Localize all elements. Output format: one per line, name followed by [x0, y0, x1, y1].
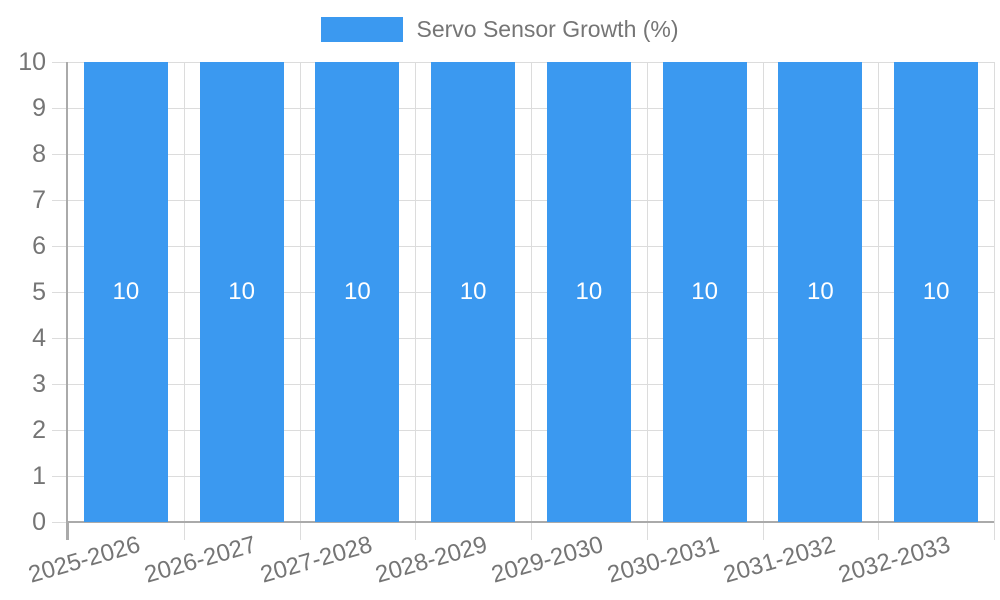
legend-swatch — [321, 17, 404, 42]
horizontal-gridline — [68, 153, 994, 155]
horizontal-gridline — [68, 245, 994, 247]
horizontal-gridline — [68, 199, 994, 201]
x-axis-category-label: 2025-2026 — [25, 531, 144, 589]
y-axis-tick-label: 7 — [32, 186, 46, 214]
x-axis-category-label: 2030-2031 — [604, 531, 723, 589]
y-axis-tick — [52, 245, 68, 247]
x-axis-tick — [183, 522, 185, 540]
x-axis-category-label: 2032-2033 — [835, 531, 954, 589]
bar-value-label: 10 — [112, 278, 140, 305]
y-axis-tick — [52, 475, 68, 477]
x-axis-tick — [68, 522, 69, 540]
x-axis-tick — [646, 522, 648, 540]
y-axis-tick-label: 8 — [32, 140, 46, 168]
horizontal-gridline — [68, 61, 994, 63]
y-axis-tick — [52, 383, 68, 385]
bar — [431, 62, 516, 522]
bar — [894, 62, 979, 522]
bar-value-label: 10 — [459, 278, 487, 305]
y-axis-tick — [52, 337, 68, 339]
bar-value-label: 10 — [228, 278, 255, 305]
bar — [778, 62, 863, 522]
bar-value-label: 10 — [575, 278, 603, 305]
x-axis-category-label: 2028-2029 — [372, 531, 491, 589]
bar — [199, 62, 284, 522]
horizontal-gridline — [68, 107, 994, 109]
horizontal-gridline — [68, 475, 994, 477]
x-axis-tick — [994, 522, 995, 540]
x-axis-category-label: 2026-2027 — [141, 531, 260, 589]
y-axis-tick — [52, 153, 68, 155]
legend: Servo Sensor Growth (%) — [0, 16, 1000, 43]
y-axis-tick — [52, 429, 68, 431]
y-axis-tick — [52, 521, 68, 523]
bar — [83, 62, 168, 522]
x-axis-tick — [762, 522, 764, 540]
vertical-gridline — [994, 62, 995, 522]
legend-label: Servo Sensor Growth (%) — [416, 16, 679, 42]
y-axis-tick — [52, 199, 68, 201]
y-axis-tick-label: 0 — [32, 508, 46, 536]
x-axis-category-label: 2027-2028 — [257, 531, 375, 589]
x-axis-tick — [878, 522, 880, 540]
y-axis-tick-label: 5 — [32, 278, 46, 306]
y-axis-tick — [52, 291, 68, 293]
bar — [662, 62, 747, 522]
y-axis-tick — [52, 107, 68, 109]
bar — [315, 62, 400, 522]
horizontal-gridline — [68, 383, 994, 385]
x-axis-tick — [415, 522, 417, 540]
y-axis-tick-label: 3 — [32, 370, 46, 398]
y-axis-tick-label: 10 — [18, 48, 46, 76]
y-axis-tick — [52, 61, 68, 63]
x-axis-tick — [299, 522, 301, 540]
bar-value-label: 10 — [344, 278, 371, 305]
horizontal-gridline — [68, 291, 994, 293]
x-axis-category-label: 2029-2030 — [488, 531, 607, 589]
x-axis-category-label: 2031-2032 — [720, 531, 838, 589]
y-axis-tick-label: 6 — [32, 232, 46, 260]
bar — [546, 62, 631, 522]
bar-value-label: 10 — [691, 278, 718, 305]
horizontal-gridline — [68, 429, 994, 431]
bar-value-label: 10 — [807, 278, 834, 305]
y-axis-tick-label: 1 — [32, 462, 46, 490]
y-axis-tick-label: 4 — [32, 324, 46, 352]
y-axis-line — [66, 62, 68, 540]
x-axis-tick — [531, 522, 532, 540]
horizontal-gridline — [68, 337, 994, 339]
x-axis-line — [68, 521, 994, 523]
y-axis-tick-label: 2 — [32, 416, 46, 444]
bar-value-label: 10 — [922, 278, 950, 305]
y-axis-tick-label: 9 — [32, 94, 46, 122]
